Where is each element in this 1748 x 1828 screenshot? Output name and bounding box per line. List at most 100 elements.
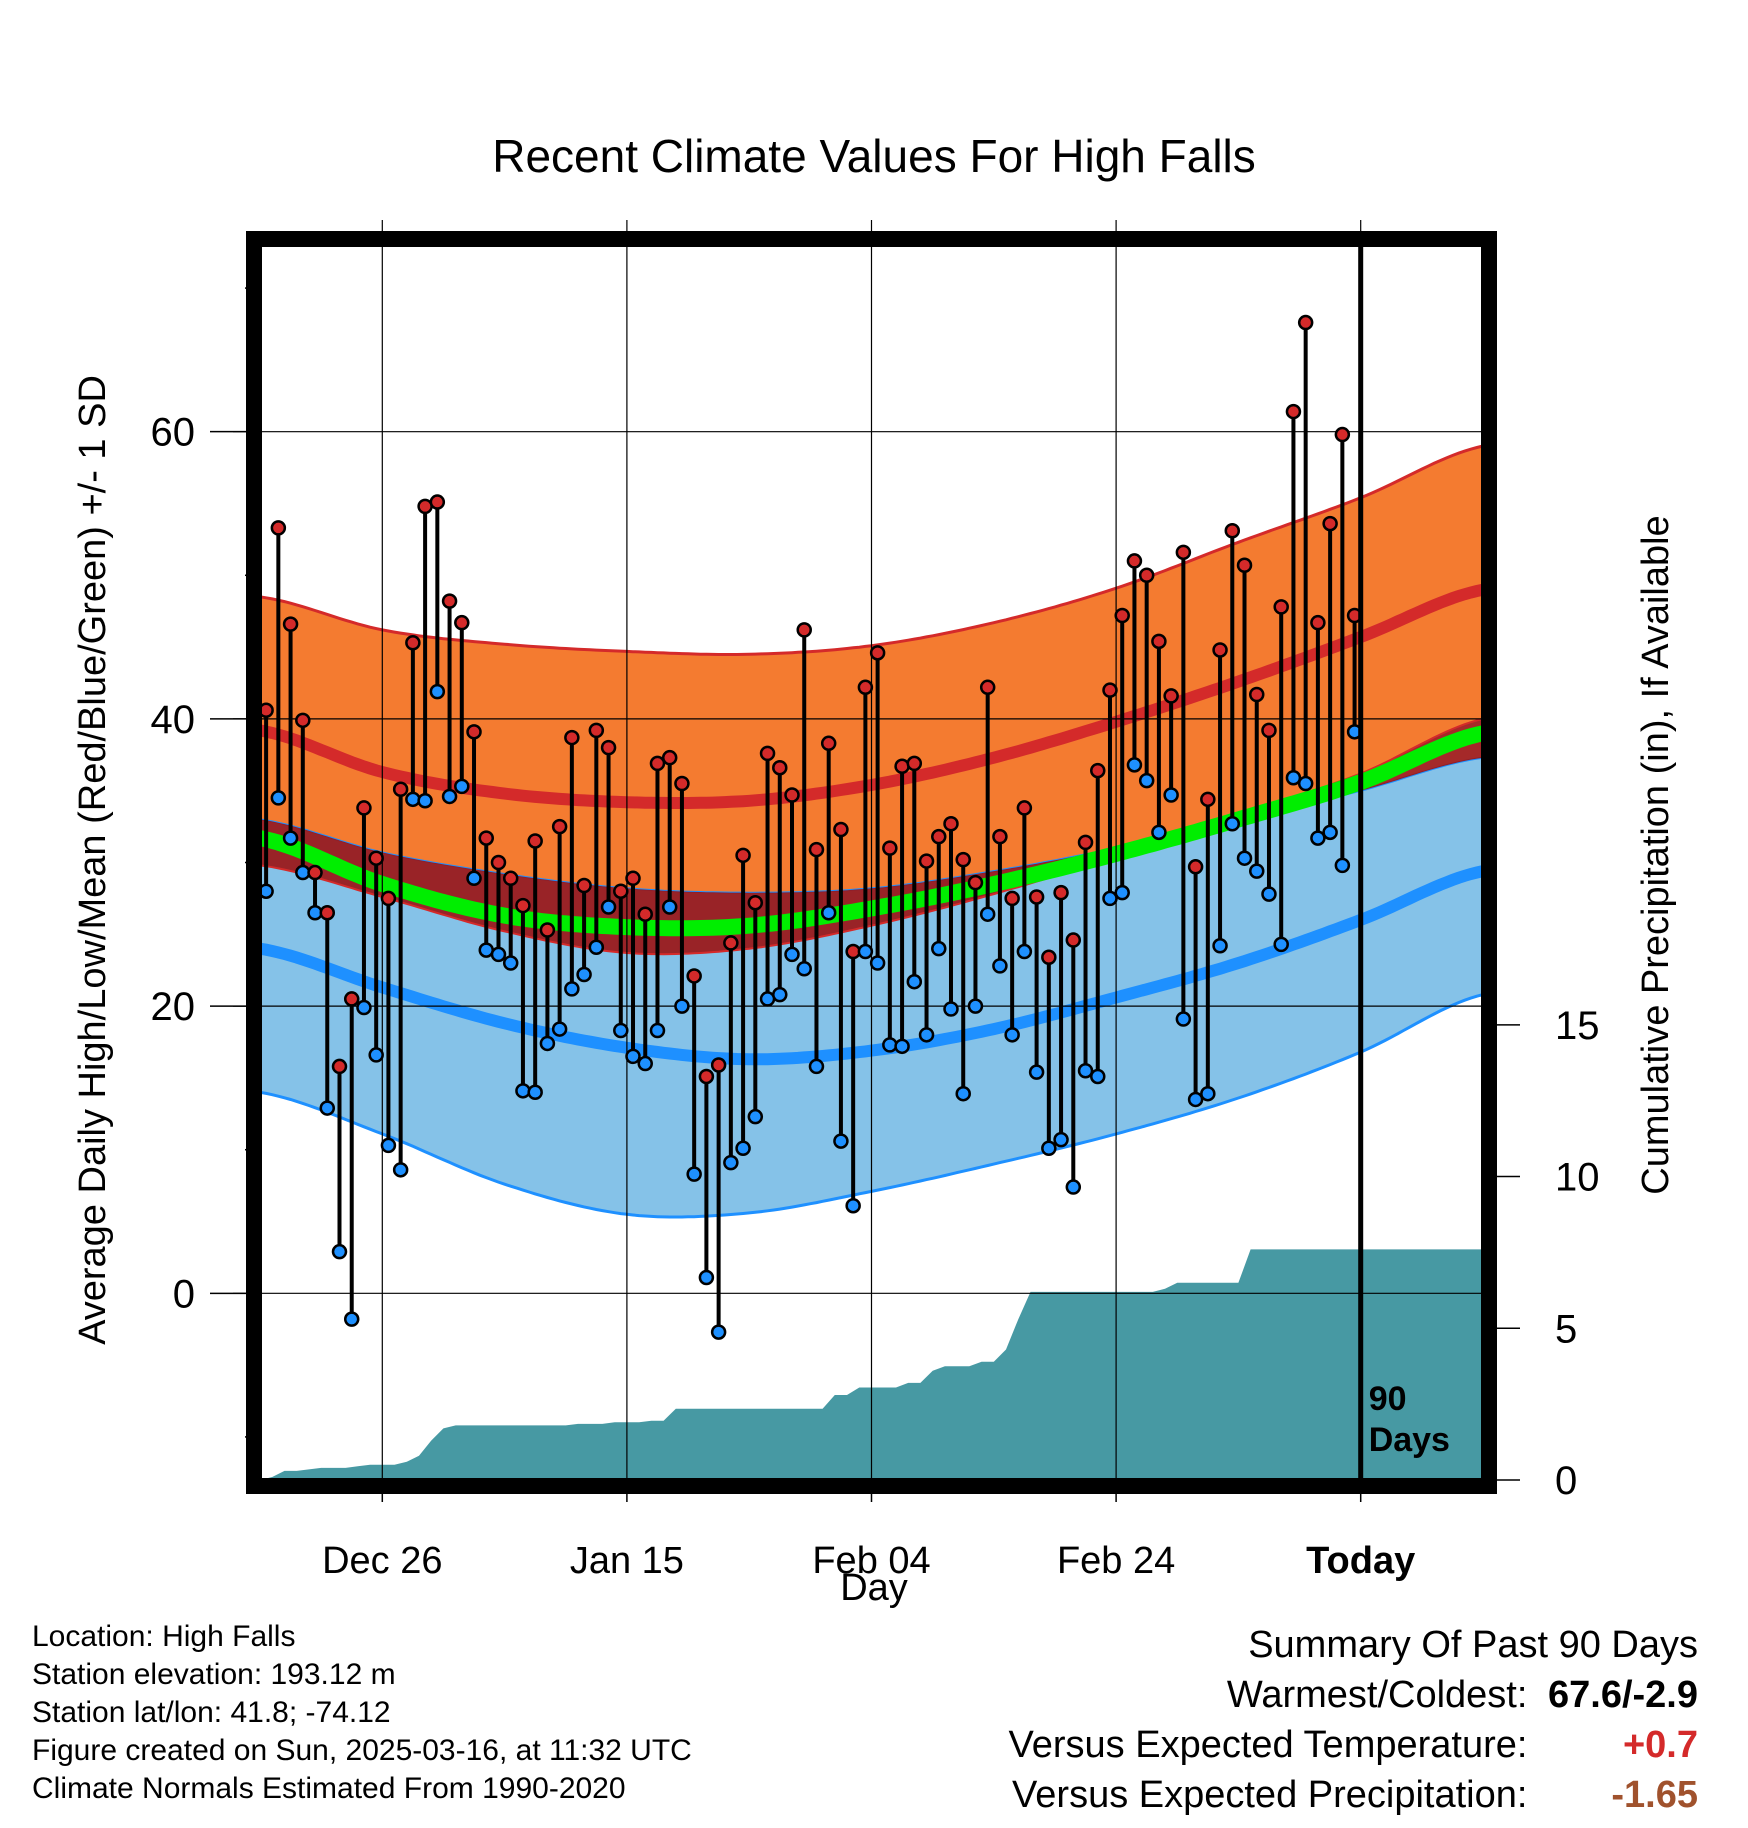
obs-low-point (515, 1083, 531, 1099)
obs-high-point (613, 883, 629, 899)
obs-high-point (1273, 599, 1289, 615)
obs-high-point (1163, 688, 1179, 704)
obs-low-point (441, 788, 458, 805)
obs-low-point (527, 1084, 543, 1101)
obs-low-point (1004, 1027, 1020, 1043)
obs-high-point (1236, 557, 1253, 573)
obs-low-point (918, 1027, 935, 1043)
obs-high-point (1041, 949, 1057, 966)
y-left-tick-label: 60 (151, 411, 196, 455)
obs-low-point (845, 1197, 861, 1214)
obs-low-point (1236, 850, 1253, 866)
obs-low-point (1248, 863, 1265, 879)
obs-high-point (649, 755, 666, 772)
obs-low-point (710, 1324, 727, 1340)
obs-high-point (331, 1058, 348, 1075)
normals-text: Climate Normals Estimated From 1990-2020 (32, 1772, 626, 1805)
obs-high-point (368, 850, 384, 866)
precip-value: -1.65 (1611, 1774, 1698, 1816)
obs-low-point (882, 1037, 898, 1053)
obs-low-point (1212, 938, 1228, 954)
obs-low-point (319, 1100, 336, 1116)
obs-low-point (380, 1137, 397, 1154)
obs-high-point (454, 614, 470, 631)
obs-high-point (661, 749, 678, 766)
obs-low-point (992, 958, 1008, 974)
obs-low-point (955, 1085, 971, 1102)
x-axis-label: Day (840, 1567, 908, 1609)
obs-low-point (576, 966, 592, 983)
obs-low-point (392, 1162, 409, 1178)
obs-low-point (1114, 884, 1130, 901)
obs-high-point (1053, 884, 1069, 901)
obs-low-point (1065, 1179, 1082, 1195)
obs-high-point (356, 800, 372, 816)
station-info: Location: High Falls Station elevation: … (32, 1618, 692, 1808)
obs-high-point (882, 840, 898, 856)
obs-high-point (967, 874, 984, 891)
obs-high-point (992, 828, 1008, 845)
latlon-text: Station lat/lon: 41.8; -74.12 (32, 1696, 391, 1729)
y-left-tick-label: 0 (173, 1272, 195, 1316)
obs-high-point (1310, 614, 1326, 631)
precip-row: Versus Expected Precipitation: -1.65 (1009, 1770, 1698, 1820)
obs-high-point (1224, 523, 1241, 539)
obs-low-point (331, 1243, 348, 1260)
obs-low-point (1224, 815, 1241, 832)
obs-low-point (1322, 824, 1338, 841)
temp-row: Versus Expected Temperature: +0.7 (1009, 1720, 1698, 1770)
overlap-band (260, 718, 1483, 955)
y-right-tick-label: 10 (1555, 1156, 1600, 1200)
obs-low-point (698, 1269, 715, 1286)
obs-low-point (833, 1133, 849, 1149)
obs-high-point (1297, 314, 1314, 331)
obs-low-point (1041, 1140, 1057, 1157)
obs-low-point (1273, 936, 1289, 953)
obs-low-point (588, 939, 605, 955)
x-tick-label: Jan 15 (570, 1540, 684, 1582)
obs-high-point (441, 593, 458, 609)
obs-high-point (1187, 859, 1204, 875)
obs-high-point (343, 991, 360, 1007)
obs-high-point (1077, 834, 1094, 851)
obs-high-point (502, 870, 519, 887)
obs-low-point (979, 906, 996, 922)
obs-low-point (931, 940, 947, 957)
obs-low-point (674, 998, 690, 1014)
obs-low-point (686, 1166, 702, 1182)
obs-high-point (282, 616, 299, 632)
obs-low-point (1151, 824, 1167, 841)
y-axis-left-label: Average Daily High/Low/Mean (Red/Blue/Gr… (72, 375, 114, 1345)
obs-low-point (343, 1311, 360, 1327)
obs-high-point (588, 722, 605, 739)
x-tick-label: Feb 04 (812, 1540, 930, 1582)
obs-low-point (405, 791, 421, 808)
obs-low-point (1200, 1085, 1216, 1102)
temp-label: Versus Expected Temperature: (1008, 1724, 1528, 1766)
obs-low-point (1261, 886, 1277, 902)
obs-high-point (490, 854, 507, 871)
obs-high-point (1200, 791, 1216, 808)
summary-panel: Summary Of Past 90 Days Warmest/Coldest:… (1009, 1620, 1698, 1820)
obs-low-point (747, 1108, 764, 1125)
obs-high-point (405, 635, 421, 651)
obs-low-point (1285, 770, 1302, 786)
x-tick-label: Dec 26 (322, 1540, 442, 1582)
obs-high-point (380, 890, 397, 907)
obs-high-point (1248, 686, 1265, 703)
obs-low-point (466, 870, 482, 887)
precipitation-area (260, 1249, 1483, 1480)
obs-high-point (1151, 633, 1167, 650)
obs-low-point (613, 1022, 629, 1039)
obs-low-point (368, 1047, 384, 1063)
obs-high-point (429, 494, 446, 510)
obs-high-point (955, 851, 971, 868)
temp-value: +0.7 (1622, 1724, 1698, 1766)
obs-high-point (1028, 889, 1045, 905)
obs-low-point (808, 1058, 825, 1075)
obs-high-point (1102, 682, 1118, 698)
obs-high-point (759, 745, 776, 762)
obs-high-point (1285, 403, 1302, 420)
obs-high-point (1126, 553, 1143, 569)
